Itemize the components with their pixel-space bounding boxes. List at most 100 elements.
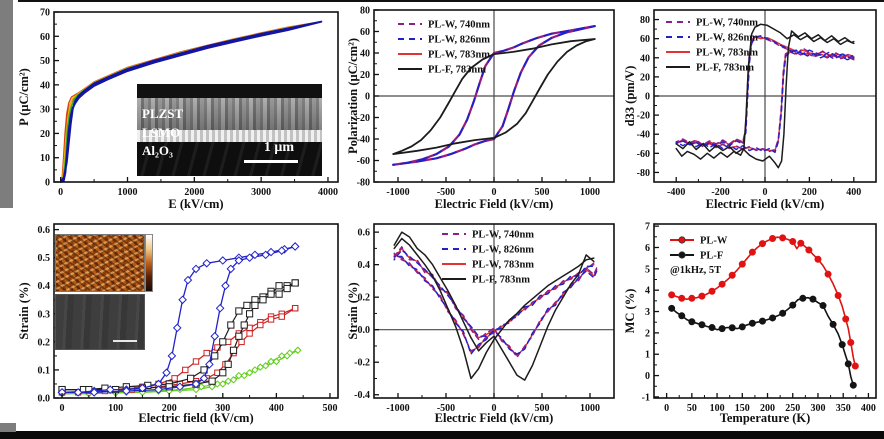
bottom-border-strip [0, 431, 884, 439]
svg-text:20: 20 [40, 129, 50, 140]
svg-text:-80: -80 [637, 168, 650, 179]
svg-text:500: 500 [535, 403, 550, 414]
svg-text:0: 0 [664, 403, 669, 414]
svg-text:0: 0 [60, 403, 65, 414]
svg-text:400: 400 [846, 187, 861, 198]
plzst-layer-image [137, 98, 322, 130]
strain-field-panel: Strain (%) 0 100 200 300 400 500 0.0 0.1 0.2 0.3 0… [14, 218, 344, 431]
legend-label: PL-W, 826nm [428, 35, 490, 46]
svg-text:-40: -40 [357, 135, 370, 146]
svg-text:-1: -1 [642, 392, 650, 403]
svg-text:-500: -500 [437, 403, 455, 414]
afm-topography-image [55, 234, 145, 292]
substrate-label: Al₂O₃ [142, 143, 173, 158]
svg-text:5: 5 [645, 264, 650, 275]
legend-label: PL-F, 783nm [696, 63, 754, 74]
svg-text:3: 3 [645, 307, 650, 318]
svg-text:0.6: 0.6 [358, 228, 371, 239]
svg-text:2000: 2000 [184, 187, 204, 198]
svg-text:-60: -60 [357, 156, 370, 167]
svg-text:60: 60 [360, 27, 370, 38]
svg-text:1000: 1000 [118, 187, 138, 198]
svg-text:-500: -500 [437, 187, 455, 198]
svg-text:0.0: 0.0 [358, 325, 371, 336]
svg-text:200: 200 [162, 403, 177, 414]
afm-sem-inset [55, 234, 153, 350]
legend-label: PL-W, 783nm [472, 260, 534, 271]
svg-text:0.2: 0.2 [38, 337, 51, 348]
plzst-label: PLZST [142, 106, 184, 121]
strain-field-chart: 0 100 200 300 400 500 0.0 0.1 0.2 0.3 0.4 0.5 0.6 [38, 223, 339, 414]
svg-text:0: 0 [763, 187, 768, 198]
polarization-chart: -1000 -500 0 500 1000 -80 -60 -40 -20 0 20 40 60 80 PL… [357, 6, 615, 198]
svg-text:20: 20 [360, 70, 370, 81]
svg-text:0: 0 [365, 92, 370, 103]
legend-label: PL-W, 783nm [696, 48, 758, 59]
svg-text:0.3: 0.3 [38, 309, 51, 320]
strain-field-x-axis-label: Electric field (kV/cm) [138, 411, 254, 425]
svg-text:-400: -400 [667, 187, 685, 198]
svg-text:40: 40 [360, 49, 370, 60]
svg-text:0.2: 0.2 [358, 293, 371, 304]
svg-text:0: 0 [58, 187, 63, 198]
svg-text:60: 60 [40, 32, 50, 43]
svg-text:1000: 1000 [580, 403, 600, 414]
svg-text:-20: -20 [637, 111, 650, 122]
svg-text:0.5: 0.5 [38, 253, 51, 264]
svg-text:1000: 1000 [580, 187, 600, 198]
top-border-line [18, 0, 884, 2]
svg-text:0.6: 0.6 [38, 225, 51, 236]
svg-text:50: 50 [40, 56, 50, 67]
svg-text:3000: 3000 [251, 187, 271, 198]
svg-text:100: 100 [108, 403, 123, 414]
strain-butterfly-chart: -1000 -500 0 500 1000 -0.4 -0.2 0.0 0.2 0.4 0.6 PL-… [354, 223, 615, 414]
legend-label: PL-W, 740nm [428, 20, 490, 31]
svg-text:0: 0 [645, 371, 650, 382]
pe-loop-chart: 0 1000 2000 3000 4000 0 10 20 30 40 50 60 70 [40, 8, 339, 198]
scale-bar-text: 1 μm [263, 140, 294, 155]
svg-text:2: 2 [645, 328, 650, 339]
sem-scale-bar [113, 340, 137, 342]
legend-label: PL-W, 826nm [472, 245, 534, 256]
svg-text:40: 40 [640, 53, 650, 64]
lsmo-layer-image [137, 130, 322, 142]
svg-text:4000: 4000 [318, 187, 338, 198]
polarization-field-panel: Polarization (μC/cm²) -1000 -500 0 500 1000-… [344, 2, 620, 216]
legend-label: PL-W, 740nm [472, 230, 534, 241]
svg-text:-0.4: -0.4 [354, 390, 370, 401]
svg-text:40: 40 [40, 80, 50, 91]
svg-text:200: 200 [760, 403, 775, 414]
svg-text:0.4: 0.4 [358, 260, 371, 271]
legend-label: PL-W, 826nm [696, 33, 758, 44]
svg-text:150: 150 [735, 403, 750, 414]
svg-text:0.1: 0.1 [38, 365, 51, 376]
svg-text:0: 0 [645, 92, 650, 103]
svg-text:6: 6 [645, 243, 650, 254]
svg-text:400: 400 [269, 403, 284, 414]
svg-text:350: 350 [836, 403, 851, 414]
svg-text:80: 80 [360, 6, 370, 17]
svg-text:100: 100 [710, 403, 725, 414]
legend-label: PL-W [700, 236, 728, 247]
legend-label: PL-W, 783nm [428, 50, 490, 61]
mc-x-axis-label: Temperature (K) [719, 411, 811, 425]
svg-text:0: 0 [492, 403, 497, 414]
svg-text:-20: -20 [357, 113, 370, 124]
svg-text:300: 300 [215, 403, 230, 414]
svg-text:-40: -40 [637, 130, 650, 141]
sem-cross-section-inset: PLZST LSMO Al₂O₃ 1 μm [137, 84, 322, 176]
lsmo-label: LSMO [142, 125, 181, 140]
svg-text:500: 500 [322, 403, 337, 414]
svg-text:30: 30 [40, 105, 50, 116]
svg-text:1: 1 [645, 350, 650, 361]
d33-field-panel: d33 (pm/V) -400 -200 0 200 400 -80 -60 -40 -20 0 2… [620, 2, 884, 216]
svg-text:20: 20 [640, 72, 650, 83]
svg-text:4: 4 [645, 286, 650, 297]
svg-text:60: 60 [640, 34, 650, 45]
d33-x-axis-label: Electric Field (kV/cm) [705, 197, 825, 211]
legend-label: PL-F, 783nm [428, 65, 486, 76]
afm-colorbar [145, 234, 153, 292]
mc-temperature-panel: MC (%) 0 50 100 150 200 250 300 350 400 -1 0 1 2 3 4 5 6… [620, 218, 884, 431]
svg-text:0: 0 [45, 178, 50, 189]
